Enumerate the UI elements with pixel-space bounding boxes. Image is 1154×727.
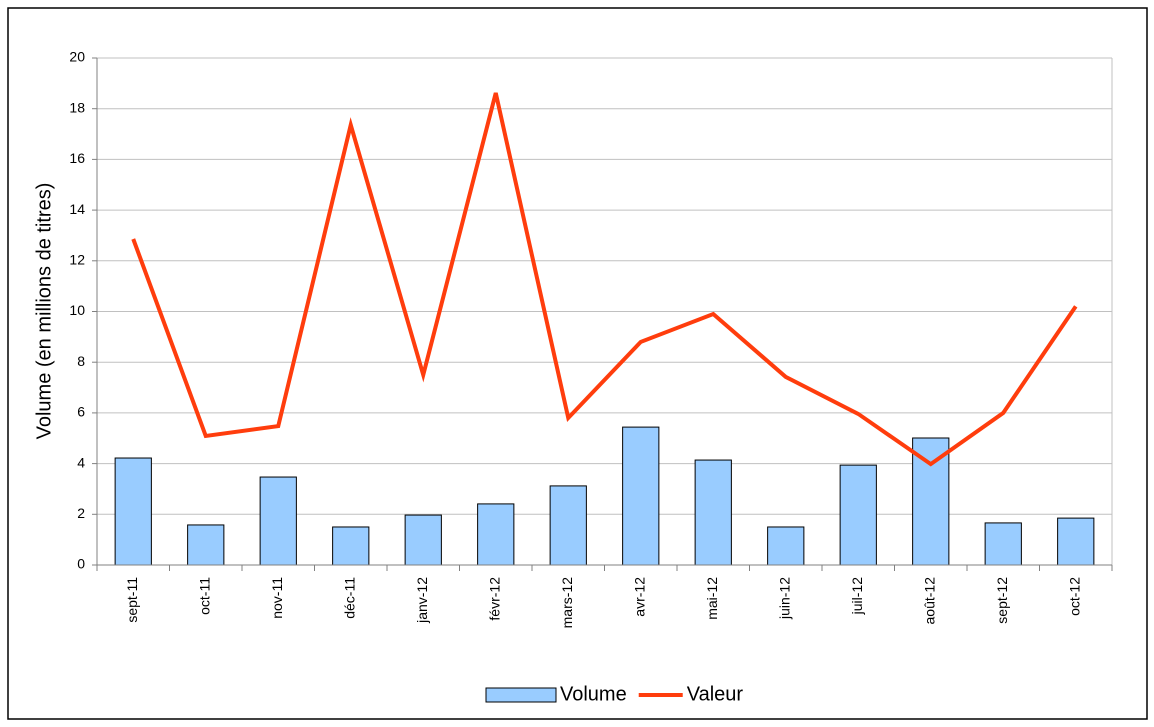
x-tick-label: mai-12 — [704, 577, 720, 620]
y-tick-label: 16 — [69, 150, 85, 166]
x-tick-label: sept-11 — [124, 577, 140, 623]
x-tick-label: sept-12 — [994, 577, 1010, 624]
bar — [187, 524, 225, 566]
bar — [114, 457, 152, 566]
y-tick-label: 8 — [77, 353, 85, 369]
y-tick-label: 0 — [77, 556, 85, 572]
legend-label: Valeur — [687, 683, 744, 705]
y-axis-label: Volume (en millions de titres) — [33, 183, 55, 440]
bar — [694, 459, 732, 566]
bar — [549, 485, 587, 566]
x-tick-label: juil-12 — [849, 577, 865, 616]
x-tick-label: août-12 — [921, 577, 937, 625]
x-tick-label: oct-11 — [196, 577, 212, 615]
bar — [767, 526, 805, 566]
y-tick-label: 6 — [77, 404, 85, 420]
bar — [1057, 517, 1095, 566]
x-tick-label: déc-11 — [341, 577, 357, 619]
y-tick-label: 2 — [77, 505, 85, 521]
x-tick-label: avr-12 — [631, 577, 647, 617]
y-tick-label: 20 — [69, 49, 85, 65]
x-tick-label: nov-11 — [269, 577, 285, 619]
x-tick-label: févr-12 — [486, 577, 502, 621]
bar — [622, 426, 660, 566]
bar — [404, 514, 442, 566]
legend-swatch — [485, 687, 557, 703]
x-tick-label: juin-12 — [776, 577, 792, 620]
line — [131, 92, 1078, 467]
x-tick-label: oct-12 — [1066, 577, 1082, 616]
y-tick-label: 12 — [69, 252, 85, 268]
x-tick-label: mars-12 — [559, 577, 575, 629]
bar — [477, 503, 515, 566]
bar — [839, 464, 877, 566]
bar — [332, 526, 370, 566]
x-tick-label: janv-12 — [414, 577, 430, 624]
y-tick-label: 18 — [69, 99, 85, 115]
y-tick-label: 14 — [69, 201, 85, 217]
chart-border — [7, 7, 1148, 720]
legend-label: Volume — [560, 683, 627, 705]
bar — [259, 476, 297, 566]
y-tick-label: 4 — [77, 454, 85, 470]
bar — [912, 437, 950, 566]
y-tick-label: 10 — [69, 302, 85, 318]
bar — [984, 522, 1022, 566]
